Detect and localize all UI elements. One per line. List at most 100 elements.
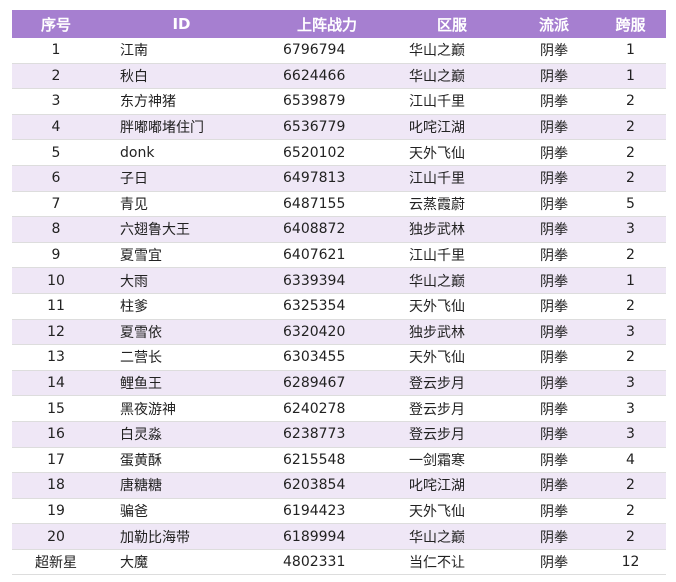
cross-server-cell: 3 (626, 375, 635, 392)
player-id-cell: 黑夜游神 (120, 401, 176, 418)
header-cell: 区服 (436, 15, 467, 34)
table-row: 8 六翅鲁大王 6408872 独步武林 阴拳 3 (12, 217, 666, 243)
power-cell: 6320420 (283, 323, 346, 340)
cross-server-cell: 2 (626, 502, 635, 519)
power-cell: 6497813 (283, 170, 346, 187)
player-id-cell: 夏雪依 (120, 324, 162, 341)
rank-cell: 20 (47, 528, 65, 545)
table-row: 10 大雨 6339394 华山之巅 阴拳 1 (12, 268, 666, 294)
school-cell: 阴拳 (540, 171, 568, 188)
player-id-cell: 骗爸 (120, 503, 148, 520)
power-cell: 6325354 (283, 298, 346, 315)
server-cell: 登云步月 (409, 401, 465, 418)
server-cell: 云蒸霞蔚 (409, 196, 465, 213)
school-cell: 阴拳 (540, 427, 568, 444)
cross-server-cell: 1 (626, 67, 635, 84)
rank-cell: 5 (51, 144, 61, 161)
server-cell: 登云步月 (409, 427, 465, 444)
server-cell: 叱咤江湖 (409, 478, 465, 495)
player-id-cell: 唐糖糖 (120, 478, 162, 495)
player-id-cell: 秋白 (120, 68, 148, 85)
table-row: 14 鲤鱼王 6289467 登云步月 阴拳 3 (12, 370, 666, 397)
school-cell: 阴拳 (540, 145, 568, 162)
cross-server-cell: 3 (626, 221, 635, 238)
table-row: 5 donk 6520102 天外飞仙 阴拳 2 (12, 140, 666, 166)
table-row: 7 青见 6487155 云蒸霞蔚 阴拳 5 (12, 192, 666, 218)
player-id-cell: 大雨 (120, 273, 148, 290)
header-cell: 跨服 (615, 15, 646, 34)
player-id-cell: 二营长 (120, 350, 162, 367)
server-cell: 天外飞仙 (409, 350, 465, 367)
server-cell: 天外飞仙 (409, 145, 465, 162)
cross-server-cell: 5 (626, 195, 635, 212)
school-cell: 阴拳 (540, 43, 568, 60)
cross-server-cell: 2 (626, 93, 635, 110)
player-id-cell: 加勒比海带 (120, 529, 190, 546)
power-cell: 6215548 (283, 451, 346, 468)
rank-cell: 11 (47, 298, 65, 315)
server-cell: 江山千里 (409, 94, 465, 111)
school-cell: 阴拳 (540, 120, 568, 137)
server-cell: 华山之巅 (409, 68, 465, 85)
server-cell: 登云步月 (409, 376, 465, 393)
cross-server-cell: 2 (626, 528, 635, 545)
cross-server-cell: 2 (626, 298, 635, 315)
table-row: 19 骗爸 6194423 天外飞仙 阴拳 2 (12, 499, 666, 525)
server-cell: 华山之巅 (409, 273, 465, 290)
school-cell: 阴拳 (540, 376, 568, 393)
rank-cell: 9 (51, 247, 61, 264)
school-cell: 阴拳 (540, 350, 568, 367)
server-cell: 一剑霜寒 (409, 452, 465, 469)
cross-server-cell: 2 (626, 119, 635, 136)
school-cell: 阴拳 (540, 68, 568, 85)
school-cell: 阴拳 (540, 503, 568, 520)
rank-cell: 1 (51, 42, 61, 59)
school-cell: 阴拳 (540, 529, 568, 546)
power-cell: 6796794 (283, 42, 346, 59)
cross-server-cell: 2 (626, 144, 635, 161)
rank-cell: 6 (51, 170, 61, 187)
table-row: 17 蛋黄酥 6215548 一剑霜寒 阴拳 4 (12, 448, 666, 474)
rank-cell: 超新星 (35, 555, 77, 572)
rank-cell: 7 (51, 195, 61, 212)
cross-server-cell: 2 (626, 477, 635, 494)
power-cell: 6487155 (283, 195, 346, 212)
rank-cell: 2 (51, 67, 61, 84)
table-row: 3 东方神猪 6539879 江山千里 阴拳 2 (12, 89, 666, 115)
cross-server-cell: 2 (626, 170, 635, 187)
school-cell: 阴拳 (540, 401, 568, 418)
server-cell: 独步武林 (409, 324, 465, 341)
ranking-table: 序号 ID 上阵战力 区服 流派 跨服 1 江南 6796794 华山之巅 阴拳 1 2 秋白 662446… (12, 10, 666, 576)
table-row: 20 加勒比海带 6189994 华山之巅 阴拳 2 (12, 524, 666, 550)
school-cell: 阴拳 (540, 478, 568, 495)
table-row: 13 二营长 6303455 天外飞仙 阴拳 2 (12, 345, 666, 371)
server-cell: 独步武林 (409, 222, 465, 239)
table-row: 9 夏雪宜 6407621 江山千里 阴拳 2 (12, 243, 666, 269)
rank-cell: 15 (47, 400, 65, 417)
cross-server-cell: 1 (626, 42, 635, 59)
player-id-cell: 夏雪宜 (120, 248, 162, 265)
power-cell: 4802331 (283, 554, 346, 571)
player-id-cell: 蛋黄酥 (120, 452, 162, 469)
table-row: 12 夏雪依 6320420 独步武林 阴拳 3 (12, 319, 666, 346)
server-cell: 天外飞仙 (409, 503, 465, 520)
power-cell: 6194423 (283, 502, 346, 519)
header-row: 序号 ID 上阵战力 区服 流派 跨服 (12, 10, 666, 38)
table-row: 2 秋白 6624466 华山之巅 阴拳 1 (12, 63, 666, 90)
rank-cell: 8 (51, 221, 61, 238)
rank-cell: 12 (47, 323, 65, 340)
table-row: 11 柱爹 6325354 天外飞仙 阴拳 2 (12, 294, 666, 320)
power-cell: 6289467 (283, 375, 346, 392)
school-cell: 阴拳 (540, 196, 568, 213)
server-cell: 叱咤江湖 (409, 120, 465, 137)
cross-server-cell: 3 (626, 426, 635, 443)
table-row: 16 白灵淼 6238773 登云步月 阴拳 3 (12, 421, 666, 448)
player-id-cell: 柱爹 (120, 299, 148, 316)
server-cell: 江山千里 (409, 248, 465, 265)
school-cell: 阴拳 (540, 324, 568, 341)
power-cell: 6189994 (283, 528, 346, 545)
table-row: 18 唐糖糖 6203854 叱咤江湖 阴拳 2 (12, 473, 666, 499)
server-cell: 华山之巅 (409, 43, 465, 60)
player-id-cell: 六翅鲁大王 (120, 222, 190, 239)
table-row: 4 胖嘟嘟堵住门 6536779 叱咤江湖 阴拳 2 (12, 114, 666, 141)
